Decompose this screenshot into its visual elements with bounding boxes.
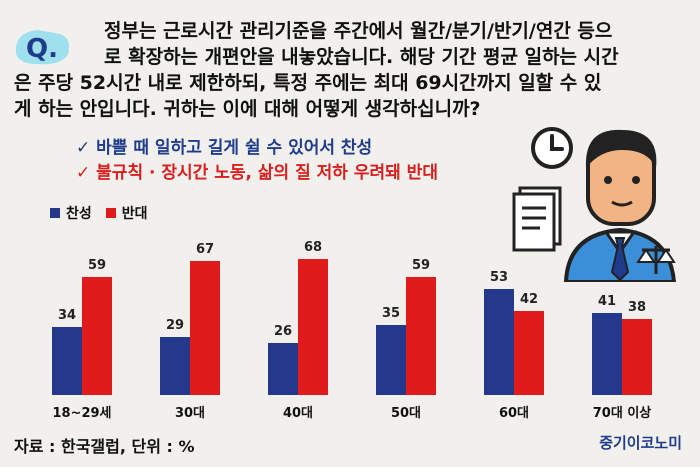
category-label-1: 30대 xyxy=(175,406,205,421)
data-label-support-3: 35 xyxy=(382,306,400,321)
data-label-oppose-3: 59 xyxy=(412,258,430,273)
option-oppose-text: 불규칙 · 장시간 노동, 삶의 질 저하 우려돼 반대 xyxy=(96,163,438,183)
bar-support-4 xyxy=(484,289,514,395)
data-label-support-2: 26 xyxy=(274,324,292,339)
bar-oppose-4 xyxy=(514,311,544,395)
q-badge-text: Q. xyxy=(26,34,58,64)
bar-support-2 xyxy=(268,343,298,395)
legend-label-oppose: 반대 xyxy=(121,206,148,222)
legend-item-support: 찬성 xyxy=(50,203,92,223)
category-label-2: 40대 xyxy=(283,406,313,421)
question-line-2: 로 확장하는 개편안을 내놓았습니다. 해당 기간 평균 일하는 시간 xyxy=(104,46,619,68)
data-label-support-0: 34 xyxy=(58,308,76,323)
legend-swatch-oppose xyxy=(105,208,116,218)
q-badge: Q. xyxy=(15,30,69,65)
data-label-oppose-4: 42 xyxy=(520,292,538,307)
check-icon: ✓ xyxy=(76,138,91,158)
bar-oppose-2 xyxy=(298,259,328,395)
option-support: ✓ 바쁠 때 일하고 길게 쉴 수 있어서 찬성 xyxy=(76,133,372,158)
bar-oppose-3 xyxy=(406,277,436,395)
office-worker-illustration xyxy=(512,127,677,282)
bar-support-3 xyxy=(376,325,406,395)
legend-swatch-support xyxy=(50,208,60,218)
legend-label-support: 찬성 xyxy=(66,206,92,222)
question-line-3: 은 주당 52시간 내로 제한하되, 특정 주에는 최대 69시간까지 일할 수… xyxy=(14,72,602,94)
data-label-oppose-2: 68 xyxy=(304,240,322,255)
bar-oppose-5 xyxy=(622,319,652,395)
question-line-1: 정부는 근로시간 관리기준을 주간에서 월간/분기/반기/연간 등으 xyxy=(104,20,613,42)
data-label-oppose-5: 38 xyxy=(628,300,646,315)
category-label-0: 18~29세 xyxy=(52,406,111,421)
data-label-oppose-1: 67 xyxy=(196,242,214,257)
source-note: 자료 : 한국갤럽, 단위 : % xyxy=(14,437,195,456)
category-label-4: 60대 xyxy=(499,406,529,421)
data-label-support-4: 53 xyxy=(490,270,508,285)
data-label-oppose-0: 59 xyxy=(88,258,106,273)
category-label-3: 50대 xyxy=(391,406,421,421)
bar-oppose-0 xyxy=(82,277,112,395)
category-label-5: 70대 이상 xyxy=(593,405,652,421)
data-label-support-5: 41 xyxy=(598,294,616,309)
legend-item-oppose: 반대 xyxy=(105,203,148,223)
chart-legend: 찬성 반대 xyxy=(50,203,162,223)
data-label-support-1: 29 xyxy=(166,318,184,333)
question-line-4: 게 하는 안입니다. 귀하는 이에 대해 어떻게 생각하십니까? xyxy=(14,98,481,120)
brand-logo-text: 중기이코노미 xyxy=(599,434,682,452)
bar-support-5 xyxy=(592,313,622,395)
check-icon: ✓ xyxy=(76,163,91,183)
question-text: 정부는 근로시간 관리기준을 주간에서 월간/분기/반기/연간 등으 로 확장하… xyxy=(14,18,674,122)
option-oppose: ✓ 불규칙 · 장시간 노동, 삶의 질 저하 우려돼 반대 xyxy=(76,158,438,183)
option-support-text: 바쁠 때 일하고 길게 쉴 수 있어서 찬성 xyxy=(96,138,373,158)
bar-support-0 xyxy=(52,327,82,395)
bar-oppose-1 xyxy=(190,261,220,395)
bar-support-1 xyxy=(160,337,190,395)
